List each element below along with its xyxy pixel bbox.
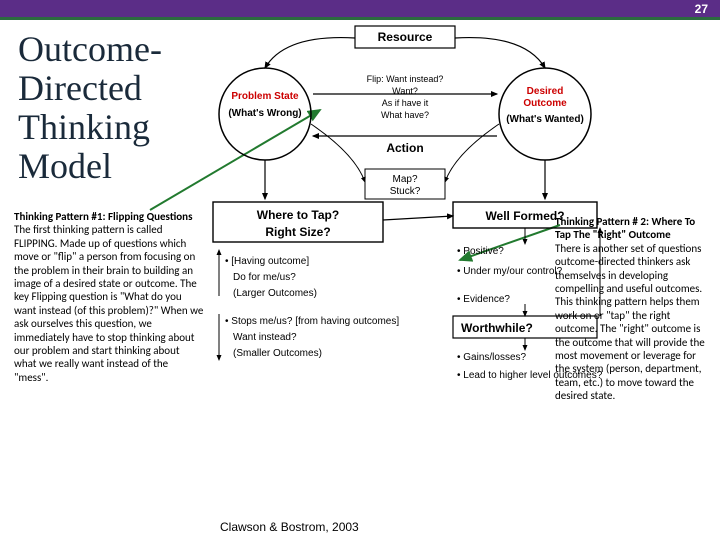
svg-text:What have?: What have? xyxy=(381,110,429,120)
svg-text:Problem State: Problem State xyxy=(231,91,299,102)
svg-text:Do for me/us?: Do for me/us? xyxy=(233,272,296,283)
left-pattern-heading: Thinking Pattern #1: Flipping Questions xyxy=(14,210,192,223)
svg-text:• Under my/our control?: • Under my/our control? xyxy=(457,266,563,277)
left-pattern-box: Thinking Pattern #1: Flipping Questions … xyxy=(14,210,204,384)
svg-text:Right Size?: Right Size? xyxy=(265,225,330,239)
page-number: 27 xyxy=(695,2,708,16)
svg-text:Desired: Desired xyxy=(527,86,564,97)
svg-text:(Smaller Outcomes): (Smaller Outcomes) xyxy=(233,348,322,359)
svg-text:As if have it: As if have it xyxy=(382,98,429,108)
svg-text:Where to Tap?: Where to Tap? xyxy=(257,208,339,222)
svg-text:• Stops me/us? [from having ou: • Stops me/us? [from having outcomes] xyxy=(225,316,399,327)
svg-text:Stuck?: Stuck? xyxy=(390,186,421,197)
top-bar: 27 xyxy=(0,0,720,20)
svg-text:Well Formed?: Well Formed? xyxy=(485,209,564,223)
left-pattern-body: The first thinking pattern is called FLI… xyxy=(14,223,203,383)
svg-text:Outcome: Outcome xyxy=(523,98,567,109)
diagram-svg: Resource Problem State (What's Wrong) De… xyxy=(205,24,605,504)
diagram: Resource Problem State (What's Wrong) De… xyxy=(205,24,605,504)
svg-text:• [Having outcome]: • [Having outcome] xyxy=(225,256,309,267)
resource-label: Resource xyxy=(378,30,433,44)
svg-text:Action: Action xyxy=(386,141,423,155)
svg-text:• Evidence?: • Evidence? xyxy=(457,294,510,305)
slide: 27 Outcome-Directed Thinking Model Think… xyxy=(0,0,720,540)
svg-text:(Larger Outcomes): (Larger Outcomes) xyxy=(233,288,317,299)
svg-text:(What's Wrong): (What's Wrong) xyxy=(228,108,301,119)
citation: Clawson & Bostrom, 2003 xyxy=(220,520,359,534)
svg-text:(What's Wanted): (What's Wanted) xyxy=(506,114,584,125)
svg-text:Want instead?: Want instead? xyxy=(233,332,297,343)
svg-text:• Lead to higher level outcome: • Lead to higher level outcomes? xyxy=(457,370,603,381)
svg-text:Flip: Want instead?: Flip: Want instead? xyxy=(367,74,444,84)
svg-text:Worthwhile?: Worthwhile? xyxy=(461,321,533,335)
svg-text:• Gains/losses?: • Gains/losses? xyxy=(457,352,527,363)
svg-text:• Positive?: • Positive? xyxy=(457,246,504,257)
svg-text:Map?: Map? xyxy=(392,174,417,185)
